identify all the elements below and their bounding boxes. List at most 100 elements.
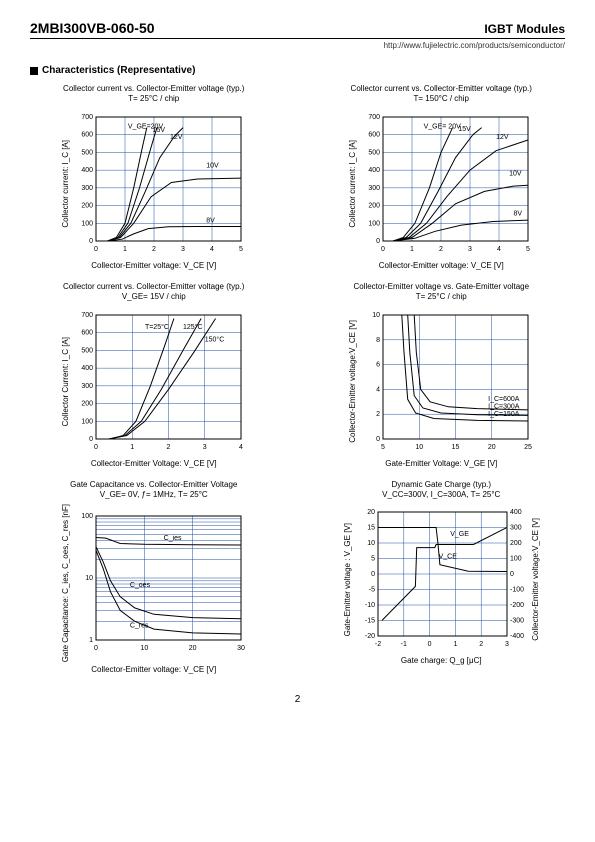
svg-text:0: 0 bbox=[89, 238, 93, 245]
svg-text:500: 500 bbox=[81, 347, 93, 354]
svg-text:100: 100 bbox=[81, 513, 93, 520]
svg-text:2: 2 bbox=[166, 444, 170, 451]
svg-text:T=25°C: T=25°C bbox=[145, 323, 169, 331]
svg-text:I_C=150A: I_C=150A bbox=[488, 411, 520, 418]
svg-text:15V: 15V bbox=[459, 126, 472, 133]
svg-text:600: 600 bbox=[369, 131, 381, 138]
svg-text:20: 20 bbox=[488, 444, 496, 451]
chart-2: Collector current vs. Collector-Emitter … bbox=[30, 282, 278, 468]
svg-text:12V: 12V bbox=[496, 134, 509, 141]
chart-body: Collector Current: I_C [A] 0123401002003… bbox=[30, 307, 278, 457]
svg-text:3: 3 bbox=[468, 246, 472, 253]
svg-text:10: 10 bbox=[416, 444, 424, 451]
svg-text:25: 25 bbox=[524, 444, 532, 451]
y-axis-label: Collector-Emitter voltage:V_CE [V] bbox=[348, 320, 357, 443]
svg-text:1: 1 bbox=[123, 246, 127, 253]
section-title-text: Characteristics (Representative) bbox=[42, 65, 195, 76]
svg-text:5: 5 bbox=[371, 556, 375, 563]
svg-text:0: 0 bbox=[94, 645, 98, 652]
header-right: IGBT Modules bbox=[484, 22, 565, 36]
svg-text:2: 2 bbox=[376, 411, 380, 418]
x-axis-label: Collector-Emitter Voltage: V_CE [V] bbox=[30, 459, 278, 468]
x-axis-label: Collector-Emitter voltage: V_CE [V] bbox=[318, 261, 566, 270]
svg-text:-300: -300 bbox=[510, 618, 524, 625]
svg-text:500: 500 bbox=[81, 149, 93, 156]
page-header: 2MBI300VB-060-50 IGBT Modules bbox=[30, 20, 565, 39]
svg-text:0: 0 bbox=[371, 571, 375, 578]
svg-text:125°C: 125°C bbox=[183, 323, 203, 331]
svg-text:600: 600 bbox=[81, 329, 93, 336]
svg-text:2: 2 bbox=[479, 641, 483, 648]
svg-text:8: 8 bbox=[376, 336, 380, 343]
svg-text:-1: -1 bbox=[400, 641, 406, 648]
svg-text:500: 500 bbox=[369, 149, 381, 156]
svg-text:0: 0 bbox=[510, 571, 514, 578]
svg-text:200: 200 bbox=[369, 202, 381, 209]
svg-text:300: 300 bbox=[510, 525, 522, 532]
svg-text:10: 10 bbox=[140, 645, 148, 652]
svg-text:C_res: C_res bbox=[130, 623, 149, 630]
svg-text:-200: -200 bbox=[510, 602, 524, 609]
svg-text:-400: -400 bbox=[510, 633, 524, 640]
svg-text:150°C: 150°C bbox=[205, 335, 225, 343]
svg-text:600: 600 bbox=[81, 131, 93, 138]
svg-text:V_GE: V_GE bbox=[450, 532, 469, 539]
x-axis-label: Collector-Emitter voltage: V_CE [V] bbox=[30, 261, 278, 270]
chart-body: Collector current: I_C [A] 0123450100200… bbox=[318, 109, 566, 259]
svg-text:8V: 8V bbox=[514, 210, 523, 217]
svg-text:2: 2 bbox=[152, 246, 156, 253]
chart-5: Dynamic Gate Charge (typ.)V_CC=300V, I_C… bbox=[318, 480, 566, 674]
svg-text:-15: -15 bbox=[365, 618, 375, 625]
svg-text:3: 3 bbox=[181, 246, 185, 253]
svg-text:12V: 12V bbox=[170, 134, 183, 141]
svg-text:-100: -100 bbox=[510, 587, 524, 594]
header-url: http://www.fujielectric.com/products/sem… bbox=[30, 41, 565, 50]
chart-4: Gate Capacitance vs. Collector-Emitter V… bbox=[30, 480, 278, 674]
svg-text:1: 1 bbox=[89, 637, 93, 644]
svg-text:100: 100 bbox=[510, 556, 522, 563]
svg-text:I_C=600A: I_C=600A bbox=[488, 396, 520, 403]
svg-text:300: 300 bbox=[81, 185, 93, 192]
chart-title: Collector current vs. Collector-Emitter … bbox=[30, 282, 278, 303]
svg-text:I_C=300A: I_C=300A bbox=[488, 403, 520, 410]
x-axis-label: Collector-Emitter voltage: V_CE [V] bbox=[30, 665, 278, 674]
svg-text:10: 10 bbox=[367, 540, 375, 547]
svg-text:300: 300 bbox=[369, 185, 381, 192]
chart-1: Collector current vs. Collector-Emitter … bbox=[318, 84, 566, 270]
y-axis-label: Gate Capacitance: C_ies, C_oes, C_res [n… bbox=[61, 504, 70, 662]
y-axis-label: Collector current: I_C [A] bbox=[348, 140, 357, 228]
svg-text:1: 1 bbox=[410, 246, 414, 253]
svg-text:-20: -20 bbox=[365, 633, 375, 640]
svg-text:-2: -2 bbox=[375, 641, 381, 648]
svg-text:400: 400 bbox=[510, 509, 522, 516]
y-axis-label: Collector Current: I_C [A] bbox=[61, 337, 70, 426]
svg-text:400: 400 bbox=[369, 167, 381, 174]
svg-text:100: 100 bbox=[81, 418, 93, 425]
svg-text:C_ies: C_ies bbox=[163, 535, 181, 542]
svg-text:5: 5 bbox=[526, 246, 530, 253]
x-axis-label: Gate charge: Q_g [μC] bbox=[318, 656, 566, 665]
svg-text:15: 15 bbox=[367, 525, 375, 532]
svg-text:3: 3 bbox=[505, 641, 509, 648]
section-title: Characteristics (Representative) bbox=[30, 65, 565, 76]
svg-text:4: 4 bbox=[239, 444, 243, 451]
chart-body: Gate-Emitter voltage : V_GE [V] -2-10123… bbox=[318, 504, 566, 654]
svg-text:400: 400 bbox=[81, 167, 93, 174]
svg-text:100: 100 bbox=[369, 220, 381, 227]
svg-text:5: 5 bbox=[239, 246, 243, 253]
y-axis-label: Gate-Emitter voltage : V_GE [V] bbox=[343, 523, 352, 636]
svg-text:20: 20 bbox=[367, 509, 375, 516]
chart-title: Dynamic Gate Charge (typ.)V_CC=300V, I_C… bbox=[318, 480, 566, 501]
svg-text:4: 4 bbox=[210, 246, 214, 253]
svg-text:0: 0 bbox=[89, 436, 93, 443]
svg-text:8V: 8V bbox=[206, 217, 215, 224]
part-number: 2MBI300VB-060-50 bbox=[30, 20, 155, 36]
module-type: IGBT Modules bbox=[484, 22, 565, 36]
svg-text:3: 3 bbox=[203, 444, 207, 451]
svg-text:-5: -5 bbox=[369, 587, 375, 594]
svg-text:100: 100 bbox=[81, 220, 93, 227]
svg-text:0: 0 bbox=[376, 436, 380, 443]
svg-text:10: 10 bbox=[372, 312, 380, 319]
charts-grid: Collector current vs. Collector-Emitter … bbox=[30, 84, 565, 674]
svg-text:5: 5 bbox=[381, 444, 385, 451]
